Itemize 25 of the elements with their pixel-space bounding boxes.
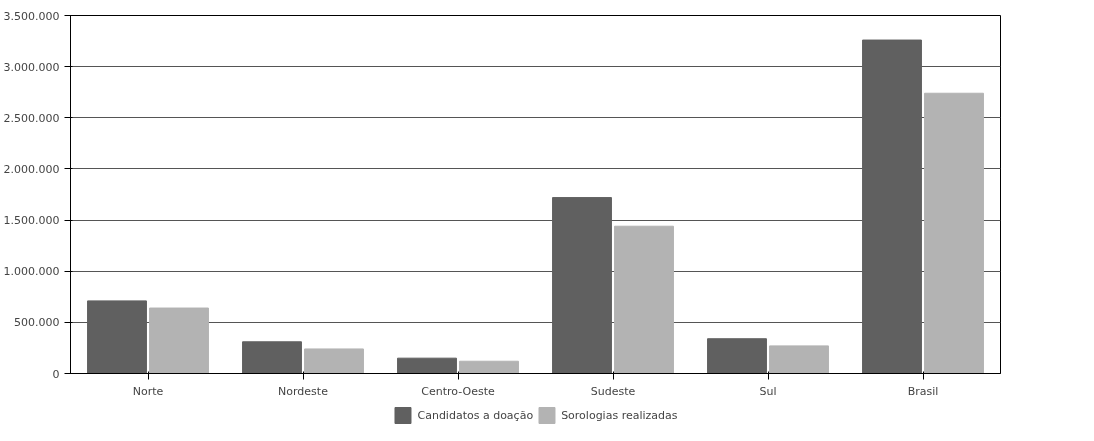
bar: [614, 225, 674, 374]
bar: [924, 92, 984, 374]
bar: [769, 345, 829, 374]
bar: [304, 348, 364, 374]
y-tick-label: 1.000.000: [3, 265, 60, 279]
y-tick-label: 0: [52, 367, 60, 381]
bar: [242, 341, 302, 374]
y-tick-label: 3.500.000: [3, 9, 60, 23]
y-tick-label: 3.000.000: [3, 60, 60, 74]
y-tick-label: 1.500.000: [3, 214, 60, 228]
x-tick-label: Centro-Oeste: [421, 384, 495, 398]
x-tick-label: Brasil: [907, 384, 939, 398]
x-tick-label: Sul: [759, 384, 777, 398]
bar: [397, 357, 457, 374]
bar: [149, 307, 209, 374]
x-tick-label: Nordeste: [278, 384, 329, 398]
y-tick-label: 2.500.000: [3, 111, 60, 125]
y-tick-label: 500.000: [14, 316, 60, 330]
bar: [707, 338, 767, 374]
x-tick-label: Sudeste: [590, 384, 636, 398]
legend-label: Candidatos a doação: [417, 408, 534, 422]
x-tick-label: Norte: [132, 384, 164, 398]
y-tick-label: 2.000.000: [3, 162, 60, 176]
legend-label: Sorologias realizadas: [561, 408, 678, 422]
bar: [459, 360, 519, 374]
